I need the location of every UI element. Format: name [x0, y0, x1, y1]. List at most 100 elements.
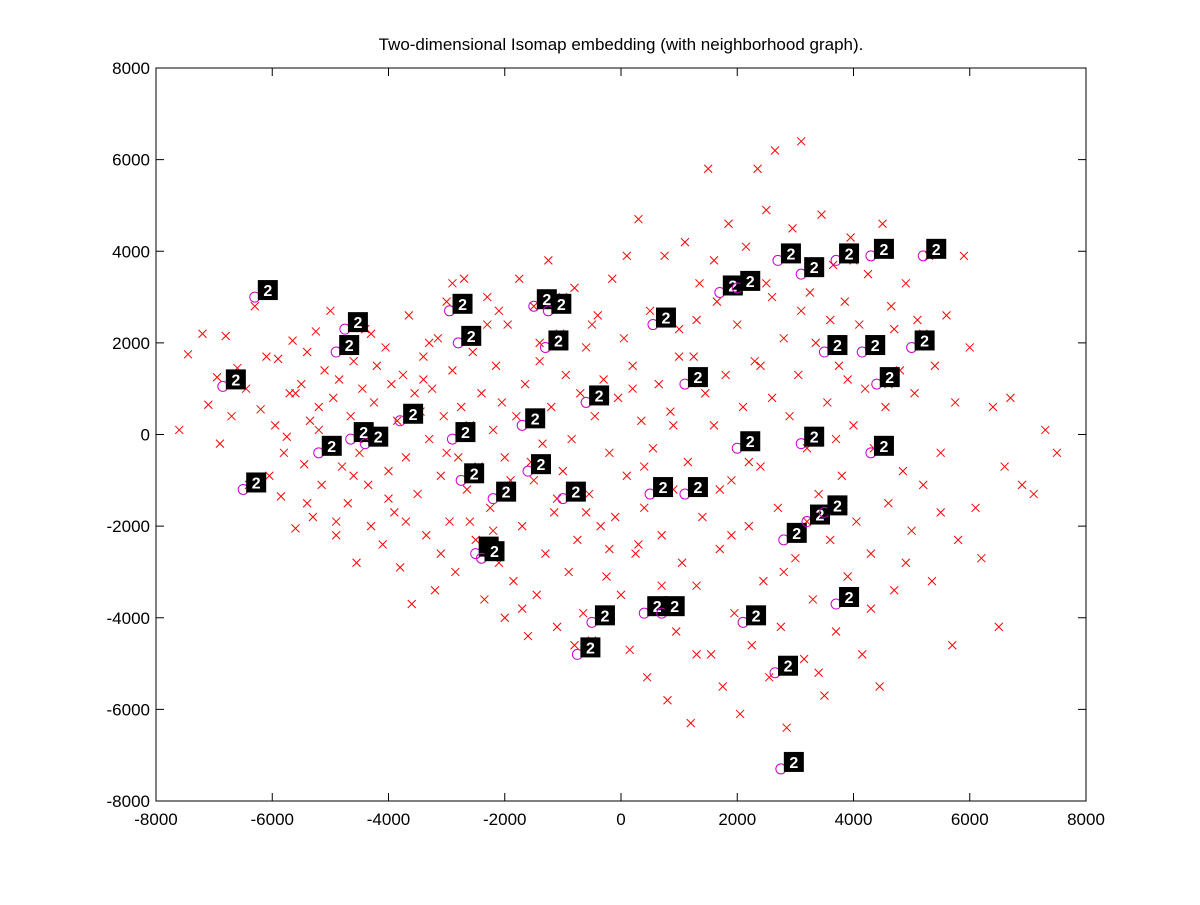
cross-point — [471, 535, 481, 545]
x-tick-label: -8000 — [134, 810, 177, 829]
cross-point — [677, 558, 687, 568]
svg-text:2: 2 — [670, 599, 679, 616]
cross-point — [334, 375, 344, 384]
cross-point — [349, 471, 358, 481]
cross-point — [363, 480, 373, 490]
cross-point — [625, 645, 635, 655]
cross-point — [314, 402, 324, 412]
cross-point — [692, 581, 701, 591]
cross-point — [372, 361, 382, 371]
digit-thumbnail: 2 — [804, 257, 825, 278]
cross-point — [442, 448, 451, 458]
cross-point — [500, 613, 510, 623]
digit-thumbnail: 2 — [225, 369, 246, 390]
cross-point — [605, 448, 614, 458]
svg-text:2: 2 — [461, 425, 470, 442]
cross-point — [884, 498, 893, 508]
svg-text:2: 2 — [537, 457, 546, 474]
chart-title: Two-dimensional Isomap embedding (with n… — [379, 35, 864, 54]
cross-point — [482, 292, 492, 302]
svg-text:2: 2 — [467, 329, 476, 346]
cross-point — [584, 489, 594, 499]
cross-point — [517, 604, 527, 613]
cross-point — [773, 503, 783, 513]
cross-point — [407, 599, 417, 609]
svg-text:2: 2 — [374, 430, 383, 447]
svg-text:2: 2 — [752, 608, 761, 625]
digit-thumbnail: 2 — [865, 335, 886, 356]
digit-thumbnail: 2 — [839, 243, 860, 264]
cross-point — [543, 256, 553, 265]
cross-point — [352, 558, 361, 568]
cross-point — [799, 654, 809, 664]
cross-point — [782, 723, 792, 733]
digit-thumbnail: 2 — [464, 463, 485, 484]
cross-point — [398, 370, 408, 380]
svg-text:2: 2 — [653, 599, 662, 616]
svg-text:2: 2 — [502, 485, 511, 502]
cross-point — [849, 420, 858, 430]
cross-point — [927, 576, 937, 586]
cross-point — [410, 388, 420, 398]
svg-text:2: 2 — [600, 608, 609, 625]
digit-thumbnail: 2 — [580, 637, 601, 658]
digit-thumbnail: 2 — [778, 655, 799, 676]
svg-text:2: 2 — [345, 338, 354, 355]
x-tick-label: 8000 — [1067, 810, 1105, 829]
cross-point — [791, 553, 800, 563]
cross-point — [805, 288, 815, 297]
digit-thumbnail: 2 — [531, 454, 551, 475]
cross-point — [674, 352, 684, 361]
cross-point — [575, 388, 585, 398]
cross-point — [639, 503, 649, 513]
cross-point — [994, 622, 1004, 632]
svg-text:2: 2 — [586, 640, 595, 657]
cross-point — [593, 311, 603, 320]
svg-text:2: 2 — [833, 498, 842, 515]
cross-point — [715, 544, 725, 554]
cross-point — [761, 278, 771, 288]
cross-point — [198, 329, 207, 339]
x-tick-label: -4000 — [367, 810, 410, 829]
digit-thumbnail: 2 — [496, 481, 517, 502]
cross-point — [436, 549, 446, 558]
svg-text:2: 2 — [595, 388, 604, 405]
x-tick-label: -6000 — [251, 810, 294, 829]
cross-point — [634, 540, 643, 549]
digit-thumbnail: 2 — [565, 481, 586, 502]
x-tick-label: 0 — [616, 810, 625, 829]
cross-point — [686, 718, 696, 728]
cross-point — [811, 338, 821, 348]
cross-point — [607, 274, 617, 284]
cross-point — [616, 590, 626, 600]
cross-point — [549, 508, 559, 517]
cross-point — [712, 297, 722, 306]
digit-thumbnail: 2 — [339, 335, 360, 356]
cross-point — [657, 530, 667, 540]
digit-thumbnail: 2 — [839, 587, 860, 608]
cross-point — [657, 581, 667, 591]
svg-text:2: 2 — [879, 242, 888, 259]
digit-thumbnail: 2 — [452, 293, 473, 314]
cross-point — [442, 297, 451, 306]
cross-point — [395, 563, 405, 572]
y-tick-label: -8000 — [107, 792, 150, 811]
cross-point — [587, 320, 597, 329]
svg-text:2: 2 — [231, 372, 240, 389]
cross-point — [668, 420, 678, 430]
svg-text:2: 2 — [252, 475, 261, 492]
cross-point — [535, 356, 544, 366]
cross-point — [831, 627, 841, 636]
cross-point — [427, 384, 437, 394]
svg-text:2: 2 — [693, 370, 702, 387]
x-tick-label: -2000 — [483, 810, 526, 829]
cross-point — [482, 320, 492, 329]
cross-point — [459, 274, 469, 284]
cross-point — [590, 411, 600, 421]
svg-text:2: 2 — [746, 434, 755, 451]
cross-point — [965, 343, 975, 352]
cross-point — [779, 567, 789, 577]
cross-point — [1029, 489, 1039, 499]
x-tick-label: 6000 — [951, 810, 989, 829]
